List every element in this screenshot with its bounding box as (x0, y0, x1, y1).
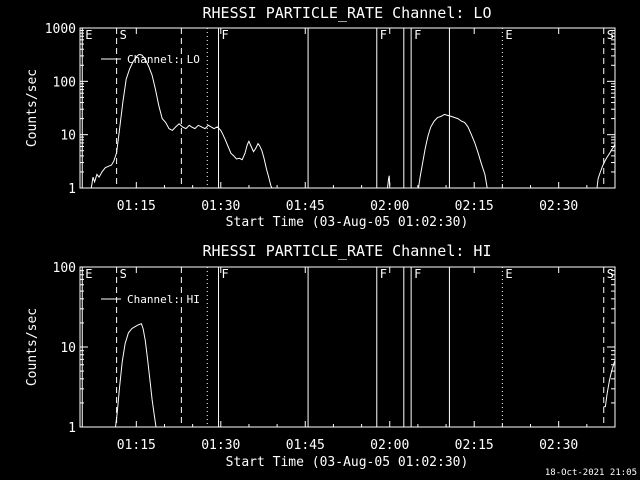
flag-label: F (222, 28, 229, 42)
legend: Channel: LO (101, 53, 200, 66)
flag-label: F (222, 267, 229, 281)
x-tick-label: 02:30 (539, 199, 578, 214)
y-tick-label: 100 (53, 261, 76, 276)
legend: Channel: HI (101, 293, 200, 306)
x-tick-label: 01:15 (117, 438, 156, 453)
y-tick-label: 1000 (45, 22, 76, 37)
timestamp-label: 18-Oct-2021 21:05 (544, 468, 637, 478)
y-tick-label: 10 (60, 341, 76, 356)
flag-label: S (120, 28, 127, 42)
plot-frame (79, 266, 616, 428)
x-tick-label: 02:15 (455, 199, 494, 214)
y-tick-label: 100 (53, 75, 76, 90)
series-line (90, 53, 273, 188)
y-axis-label: Counts/sec (25, 308, 40, 386)
panel-lo: RHESSI PARTICLE_RATE Channel: LO Start T… (25, 4, 616, 230)
x-tick-label: 01:45 (286, 438, 325, 453)
y-tick-label: 1 (68, 421, 76, 436)
flag-label: F (414, 28, 421, 42)
flag-label: F (380, 28, 387, 42)
flag-label: F (414, 267, 421, 281)
y-axis-label: Counts/sec (25, 69, 40, 147)
x-axis-label: Start Time (03-Aug-05 01:02:30) (226, 215, 469, 230)
series-line (115, 323, 157, 427)
flag-label: S (607, 28, 614, 42)
x-axis-label: Start Time (03-Aug-05 01:02:30) (226, 455, 469, 470)
flag-label: E (505, 28, 512, 42)
series-line (603, 358, 615, 408)
flag-label: E (505, 267, 512, 281)
chart-title: RHESSI PARTICLE_RATE Channel: LO (203, 4, 492, 22)
series-line (387, 175, 391, 188)
x-tick-label: 02:00 (370, 199, 409, 214)
flag-label: S (120, 267, 127, 281)
x-tick-label: 02:00 (370, 438, 409, 453)
x-tick-label: 01:45 (286, 199, 325, 214)
y-tick-label: 1 (68, 182, 76, 197)
x-tick-label: 02:30 (539, 438, 578, 453)
x-tick-label: 01:15 (117, 199, 156, 214)
flag-label: F (380, 267, 387, 281)
series-line (418, 113, 488, 188)
y-tick-label: 10 (60, 129, 76, 144)
chart-title: RHESSI PARTICLE_RATE Channel: HI (203, 242, 492, 260)
legend-label: Channel: HI (127, 293, 200, 306)
plot-frame (79, 27, 616, 189)
x-tick-label: 01:30 (201, 199, 240, 214)
flag-label: E (85, 28, 92, 42)
x-tick-label: 01:30 (201, 438, 240, 453)
panel-hi: RHESSI PARTICLE_RATE Channel: HI Start T… (25, 242, 616, 470)
x-tick-label: 02:15 (455, 438, 494, 453)
series-line (596, 142, 615, 188)
flag-label: E (85, 267, 92, 281)
flag-label: S (607, 267, 614, 281)
